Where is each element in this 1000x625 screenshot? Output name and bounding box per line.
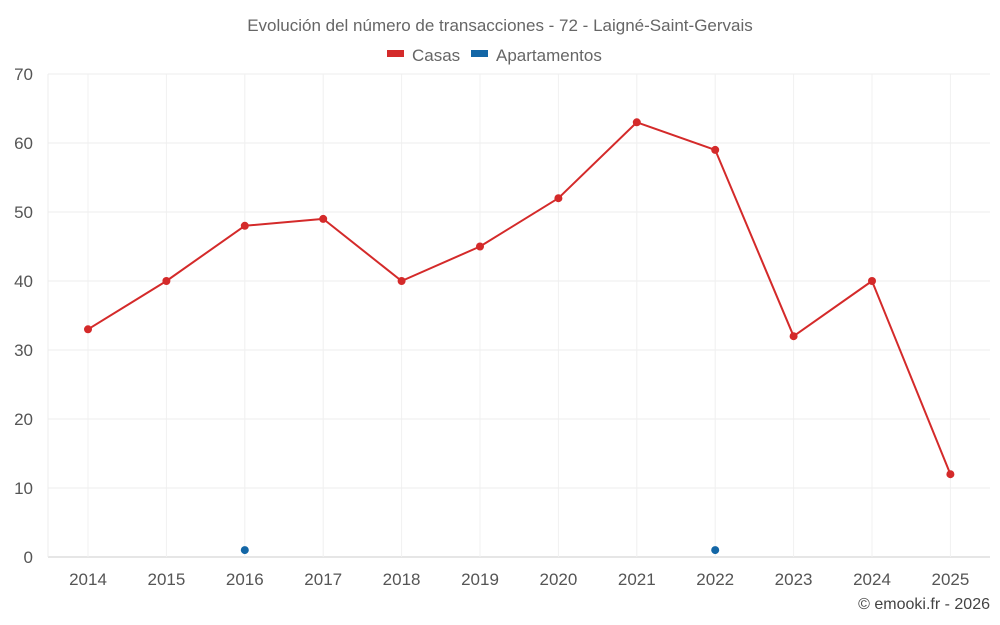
x-tick-label: 2014: [69, 570, 107, 589]
x-tick-label: 2017: [304, 570, 342, 589]
data-point-apartamentos[interactable]: [711, 546, 720, 555]
x-tick-label: 2021: [618, 570, 656, 589]
x-tick-label: 2022: [696, 570, 734, 589]
data-point-casas[interactable]: [240, 221, 249, 230]
x-tick-label: 2016: [226, 570, 264, 589]
data-point-casas[interactable]: [946, 470, 955, 479]
y-tick-label: 10: [14, 479, 33, 498]
y-tick-label: 70: [14, 65, 33, 84]
y-axis: 0 10 20 30 40 50 60 70: [14, 65, 33, 567]
legend: Casas Apartamentos: [387, 46, 602, 65]
y-tick-label: 0: [24, 548, 33, 567]
chart-title: Evolución del número de transacciones - …: [247, 16, 753, 35]
data-point-casas[interactable]: [711, 145, 720, 154]
data-point-casas[interactable]: [868, 277, 876, 285]
x-tick-label: 2020: [539, 570, 577, 589]
x-tick-label: 2025: [931, 570, 969, 589]
data-point-apartamentos[interactable]: [240, 546, 249, 555]
data-point-casas[interactable]: [162, 277, 171, 285]
y-tick-label: 60: [14, 134, 33, 153]
legend-item-casas[interactable]: Casas: [387, 46, 460, 65]
y-tick-label: 50: [14, 203, 33, 222]
legend-label-apartamentos: Apartamentos: [496, 46, 602, 65]
x-tick-label: 2024: [853, 570, 891, 589]
x-tick-label: 2015: [147, 570, 185, 589]
data-point-casas[interactable]: [632, 118, 641, 127]
credit-text: © emooki.fr - 2026: [858, 596, 990, 613]
data-point-casas[interactable]: [397, 277, 406, 285]
series-line-casas: [87, 121, 952, 475]
legend-swatch-casas: [387, 50, 404, 57]
legend-label-casas: Casas: [412, 46, 460, 65]
data-point-casas[interactable]: [476, 242, 484, 251]
legend-item-apartamentos[interactable]: Apartamentos: [471, 46, 602, 65]
y-tick-label: 30: [14, 341, 33, 360]
grid-lines: [47, 73, 990, 558]
data-point-casas[interactable]: [789, 332, 798, 341]
y-tick-label: 20: [14, 410, 33, 429]
x-tick-label: 2018: [383, 570, 421, 589]
y-tick-label: 40: [14, 272, 33, 291]
data-point-casas[interactable]: [84, 325, 92, 334]
data-point-casas[interactable]: [554, 194, 563, 203]
data-point-casas[interactable]: [319, 214, 328, 223]
x-tick-label: 2023: [775, 570, 813, 589]
x-axis: 2014 2015 2016 2017 2018 2019 2020 2021 2022 2023…: [69, 570, 969, 589]
legend-swatch-apartamentos: [471, 50, 488, 57]
x-tick-label: 2019: [461, 570, 499, 589]
plot-area: [84, 118, 955, 555]
